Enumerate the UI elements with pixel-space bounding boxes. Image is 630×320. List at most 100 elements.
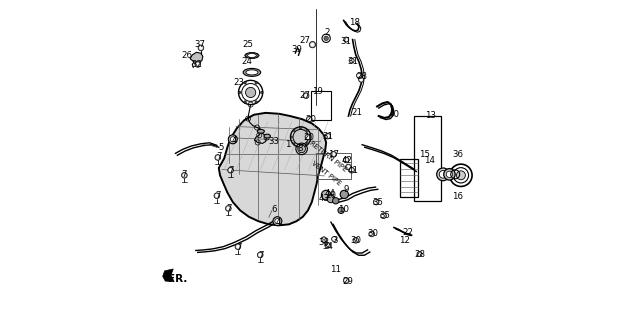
Text: 34: 34	[322, 242, 333, 251]
Text: 20: 20	[306, 115, 317, 124]
Text: 38: 38	[318, 238, 329, 247]
Circle shape	[350, 169, 353, 172]
Text: 7: 7	[226, 204, 232, 213]
Circle shape	[273, 217, 282, 226]
Circle shape	[216, 156, 219, 159]
Text: 30: 30	[350, 236, 361, 245]
Text: 7: 7	[181, 170, 187, 179]
Text: 5: 5	[218, 143, 224, 152]
Text: 8: 8	[297, 144, 302, 153]
Circle shape	[347, 165, 350, 169]
Text: 16: 16	[452, 192, 463, 201]
Text: 7: 7	[216, 152, 222, 161]
Text: 22: 22	[403, 228, 413, 237]
Text: 4: 4	[232, 136, 238, 145]
Circle shape	[444, 169, 455, 180]
Text: 11: 11	[330, 265, 341, 275]
Circle shape	[326, 134, 329, 138]
Circle shape	[417, 252, 422, 257]
Circle shape	[309, 136, 311, 138]
Ellipse shape	[243, 68, 261, 76]
Circle shape	[215, 194, 219, 197]
Text: 37: 37	[194, 40, 205, 49]
Circle shape	[338, 207, 345, 213]
Circle shape	[244, 101, 246, 103]
Text: 28: 28	[415, 251, 426, 260]
Bar	[311, 92, 331, 120]
Text: 41: 41	[347, 166, 358, 175]
Circle shape	[275, 219, 280, 224]
Circle shape	[360, 78, 363, 81]
Circle shape	[236, 245, 239, 248]
Bar	[316, 153, 352, 179]
Circle shape	[446, 171, 452, 178]
Text: 1: 1	[285, 140, 290, 149]
Circle shape	[293, 130, 295, 132]
Circle shape	[344, 37, 349, 42]
Circle shape	[227, 207, 230, 210]
Circle shape	[300, 127, 302, 129]
Text: 31: 31	[341, 37, 352, 46]
Text: 43: 43	[318, 194, 329, 204]
Circle shape	[195, 61, 200, 67]
Circle shape	[439, 171, 447, 178]
Ellipse shape	[264, 134, 270, 138]
Circle shape	[246, 57, 247, 58]
Text: 21: 21	[352, 108, 362, 117]
Text: RETURN PIPE: RETURN PIPE	[309, 140, 348, 173]
Text: FR.: FR.	[168, 274, 187, 284]
Circle shape	[346, 164, 352, 170]
Text: 13: 13	[425, 111, 436, 120]
Circle shape	[370, 232, 374, 236]
Circle shape	[374, 199, 379, 205]
Circle shape	[324, 36, 328, 41]
Polygon shape	[163, 269, 174, 282]
Text: 12: 12	[399, 236, 410, 245]
Circle shape	[340, 190, 348, 198]
Circle shape	[381, 213, 386, 219]
Circle shape	[353, 237, 358, 243]
Text: 7: 7	[215, 190, 220, 200]
Circle shape	[349, 167, 355, 173]
Circle shape	[305, 134, 311, 140]
Circle shape	[325, 243, 331, 248]
Circle shape	[298, 145, 306, 153]
Circle shape	[214, 193, 220, 198]
Text: 10: 10	[325, 191, 336, 200]
Text: VENT PIPE: VENT PIPE	[311, 160, 342, 187]
Text: 18: 18	[349, 18, 360, 27]
Text: 44: 44	[325, 189, 336, 198]
Ellipse shape	[245, 52, 258, 58]
Circle shape	[304, 94, 307, 97]
Text: 39: 39	[291, 44, 302, 54]
Circle shape	[244, 55, 246, 56]
Polygon shape	[219, 113, 326, 225]
Circle shape	[332, 153, 335, 156]
Circle shape	[349, 58, 354, 63]
Circle shape	[375, 200, 378, 204]
Circle shape	[331, 151, 336, 157]
Circle shape	[290, 136, 292, 138]
Text: 15: 15	[420, 150, 430, 159]
Text: 26: 26	[181, 51, 192, 60]
Circle shape	[249, 58, 251, 59]
Circle shape	[369, 231, 375, 237]
Circle shape	[457, 171, 466, 180]
Text: 42: 42	[342, 156, 353, 165]
Circle shape	[306, 116, 312, 122]
Circle shape	[357, 73, 362, 78]
Circle shape	[331, 236, 336, 242]
Text: 19: 19	[312, 87, 323, 96]
Text: 2: 2	[324, 28, 330, 37]
Circle shape	[259, 253, 262, 257]
Text: 24: 24	[241, 57, 252, 66]
Circle shape	[325, 133, 331, 139]
Circle shape	[261, 91, 263, 94]
Circle shape	[306, 130, 308, 132]
Text: 10: 10	[338, 205, 348, 214]
Bar	[401, 159, 418, 197]
Circle shape	[358, 74, 360, 77]
Circle shape	[345, 38, 348, 41]
Circle shape	[303, 93, 309, 99]
Circle shape	[382, 214, 385, 217]
